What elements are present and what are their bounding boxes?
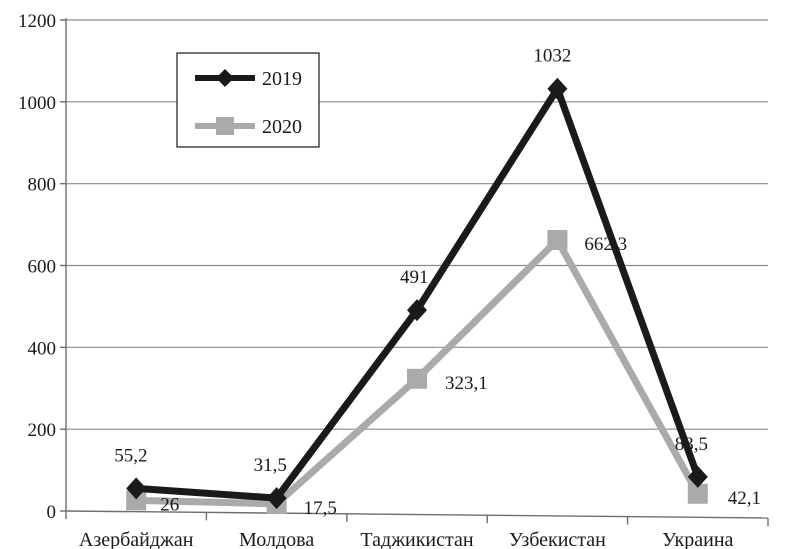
y-tick-label: 1000	[18, 93, 56, 114]
x-tick-label: Таджикистан	[360, 529, 473, 549]
data-label-2020: 42,1	[728, 488, 761, 509]
data-label-2019: 31,5	[254, 455, 287, 476]
series-2019-point	[547, 77, 568, 100]
legend-marker-2020	[216, 117, 234, 135]
data-label-2020: 323,1	[445, 373, 488, 394]
data-label-2020: 662,3	[584, 234, 627, 255]
y-tick-label: 0	[47, 502, 57, 523]
data-label-2019: 83,5	[675, 434, 708, 455]
y-tick-label: 600	[28, 257, 57, 278]
series-2020-point	[687, 483, 708, 504]
legend-marker-2019	[216, 69, 234, 87]
data-label-2019: 55,2	[114, 445, 147, 466]
x-tick-labels: Азербайджан Молдова Таджикистан Узбекистан У…	[79, 529, 734, 549]
data-label-2019: 1032	[533, 46, 571, 67]
series-2020-point	[126, 490, 147, 511]
y-tick-label: 800	[28, 175, 57, 196]
y-tick-label: 200	[28, 420, 57, 441]
series-2019-point	[126, 477, 147, 500]
y-tick-label: 400	[28, 338, 57, 359]
data-label-2019: 491	[400, 267, 429, 288]
data-label-2020: 26	[160, 494, 179, 515]
series-2020-point	[407, 368, 427, 389]
x-axis	[65, 510, 769, 519]
series-2019-line	[135, 80, 702, 502]
series-lines	[126, 77, 708, 514]
x-tick-label: Молдова	[239, 529, 314, 549]
legend-box	[176, 52, 320, 148]
data-label-2020: 17,5	[304, 498, 337, 519]
legend-label-2019: 2019	[262, 68, 302, 90]
series-2019-point	[407, 299, 427, 322]
y-tick-labels: 0 200 400 600 800 1000 1200	[18, 11, 56, 523]
gridlines	[66, 19, 768, 430]
y-tick-label: 1200	[18, 11, 56, 32]
x-tick-label: Украина	[662, 529, 733, 549]
axes	[60, 18, 769, 526]
legend: 2019 2020	[176, 52, 320, 148]
data-labels: 26 17,5 323,1 662,3 42,1 55,2 31,5 491 1032 83,5	[114, 46, 761, 519]
series-2020-point	[547, 230, 568, 251]
x-tick-label: Азербайджан	[79, 529, 194, 549]
x-tick-label: Узбекистан	[509, 529, 606, 549]
series-2019-point	[687, 465, 708, 488]
series-2019-point	[266, 487, 287, 510]
legend-label-2020: 2020	[262, 116, 302, 138]
